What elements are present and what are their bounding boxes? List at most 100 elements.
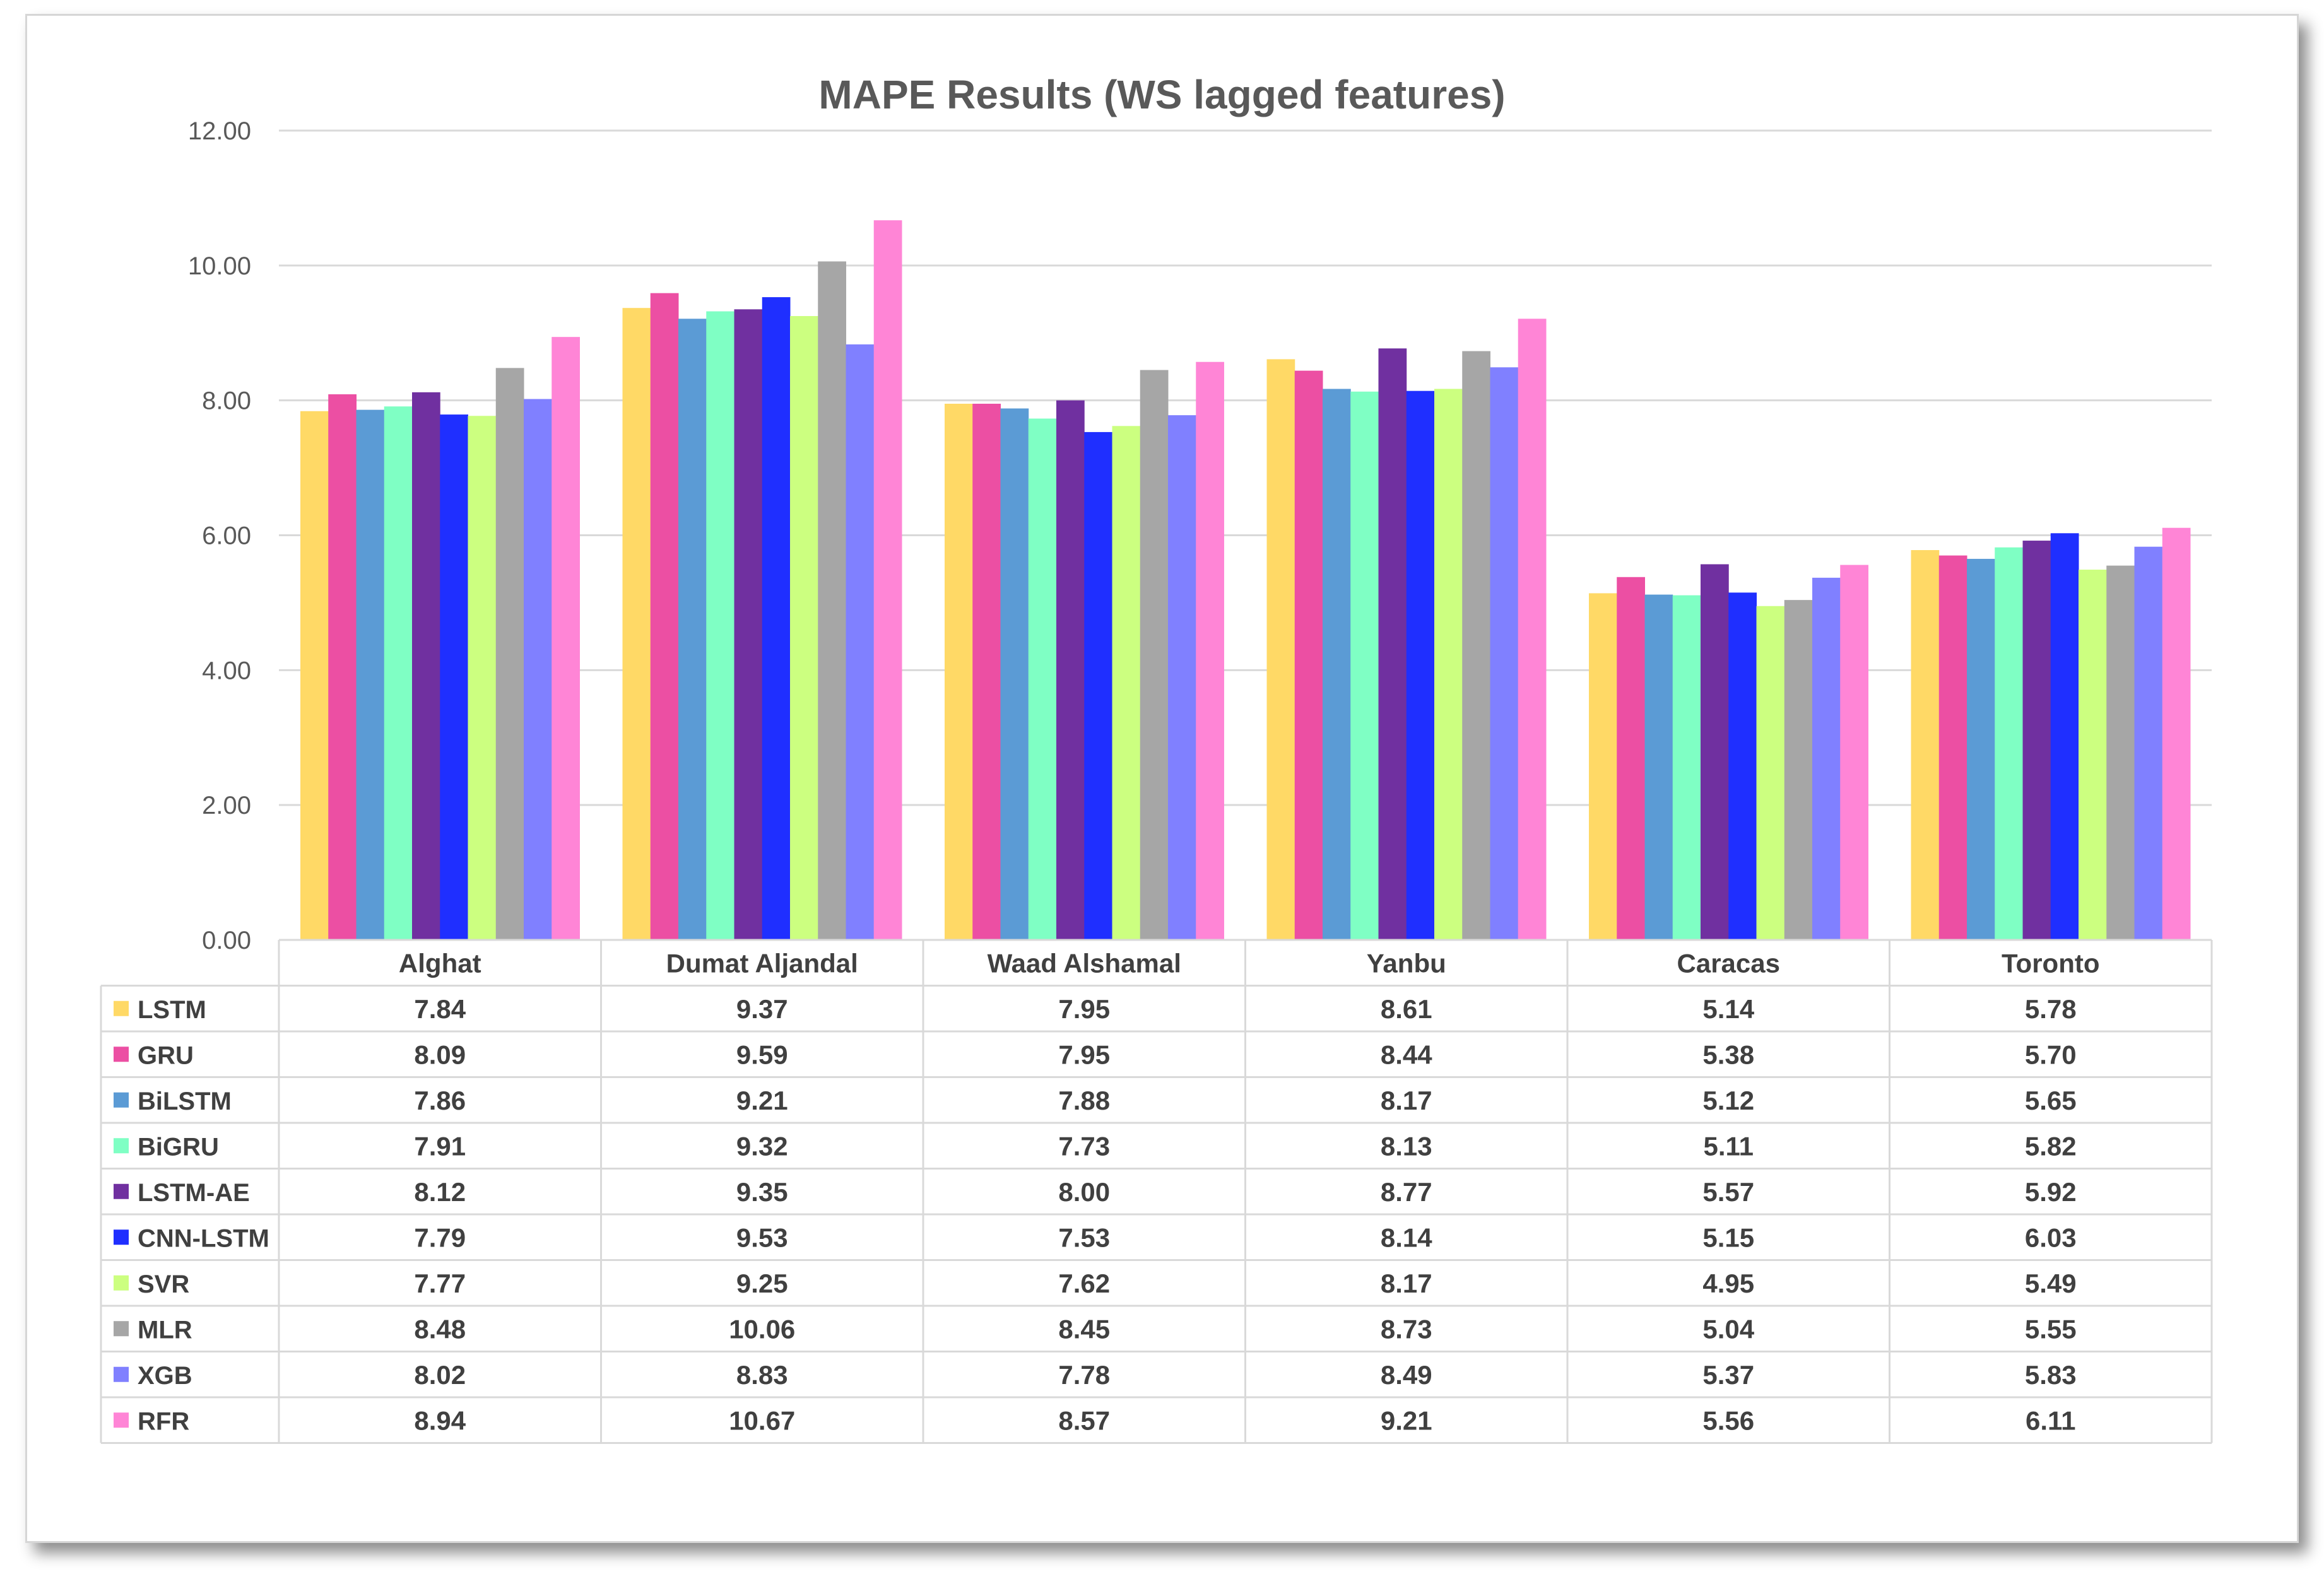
data-label: 5.56	[1702, 1405, 1754, 1435]
bar-cnn-lstm	[1728, 592, 1757, 940]
data-label: 8.94	[414, 1405, 466, 1435]
y-tick-label: 6.00	[202, 522, 251, 550]
legend-label: CNN-LSTM	[138, 1224, 269, 1252]
bar-bilstm	[1967, 558, 1995, 940]
data-label: 7.95	[1058, 1040, 1110, 1069]
bar-xgb	[2134, 546, 2163, 940]
bar-rfr	[873, 220, 902, 940]
category-label: Waad Alshamal	[988, 948, 1181, 978]
bar-bilstm	[1323, 389, 1351, 940]
data-label: 9.21	[1381, 1405, 1432, 1435]
legend-key	[114, 1275, 129, 1291]
data-label: 8.83	[736, 1360, 788, 1390]
bar-lstm	[1266, 359, 1295, 940]
bar-svr	[468, 416, 497, 940]
bar-lstm	[300, 411, 329, 940]
data-label: 8.57	[1058, 1405, 1110, 1435]
bar-bigru	[1672, 595, 1701, 940]
bar-lstm	[945, 404, 973, 940]
bar-cnn-lstm	[762, 297, 791, 940]
data-label: 5.38	[1702, 1040, 1754, 1069]
data-label: 8.61	[1381, 994, 1432, 1024]
bar-bigru	[706, 311, 734, 941]
data-label: 5.92	[2025, 1177, 2077, 1207]
bar-xgb	[1812, 577, 1841, 940]
data-label: 7.86	[414, 1086, 466, 1115]
data-label: 9.37	[736, 994, 788, 1024]
bar-cnn-lstm	[1084, 431, 1112, 940]
y-tick-label: 10.00	[188, 252, 251, 280]
bar-bigru	[1028, 418, 1057, 940]
category-label: Yanbu	[1367, 948, 1446, 978]
data-label: 8.00	[1058, 1177, 1110, 1207]
bar-lstm-ae	[1378, 348, 1407, 940]
data-label: 9.25	[736, 1269, 788, 1298]
data-label: 5.14	[1702, 994, 1754, 1024]
bar-gru	[328, 394, 357, 940]
bar-bilstm	[678, 319, 707, 940]
bar-bilstm	[1644, 594, 1673, 940]
data-label: 5.78	[2025, 994, 2077, 1024]
bar-lstm	[1911, 550, 1940, 940]
data-label: 5.65	[2025, 1086, 2077, 1115]
bar-rfr	[2162, 527, 2191, 940]
data-label: 9.35	[736, 1177, 788, 1207]
bar-lstm	[622, 308, 651, 941]
bar-gru	[1938, 555, 1967, 940]
legend-label: BiGRU	[138, 1133, 219, 1161]
category-label: Toronto	[2002, 948, 2100, 978]
data-label: 5.83	[2025, 1360, 2077, 1390]
data-label: 8.49	[1381, 1360, 1432, 1390]
bar-lstm	[1589, 593, 1617, 940]
bar-gru	[650, 293, 679, 940]
bar-mlr	[818, 261, 846, 940]
data-label: 8.44	[1381, 1040, 1432, 1069]
bar-mlr	[1462, 351, 1490, 940]
bar-gru	[1617, 577, 1645, 940]
y-tick-label: 8.00	[202, 387, 251, 415]
bar-lstm-ae	[734, 309, 763, 940]
legend-label: LSTM-AE	[138, 1179, 250, 1207]
data-label: 8.14	[1381, 1223, 1432, 1252]
legend-key	[114, 1412, 129, 1428]
bar-svr	[1756, 606, 1785, 940]
data-label: 5.57	[1702, 1177, 1754, 1207]
bar-svr	[2079, 570, 2107, 940]
data-label: 7.88	[1058, 1086, 1110, 1115]
data-label: 7.78	[1058, 1360, 1110, 1390]
data-label: 5.11	[1704, 1131, 1754, 1161]
bar-rfr	[1196, 361, 1224, 940]
bar-rfr	[1840, 565, 1868, 940]
bar-cnn-lstm	[2050, 533, 2079, 940]
bar-xgb	[1168, 415, 1196, 940]
data-label: 5.12	[1702, 1086, 1754, 1115]
data-label: 5.15	[1702, 1223, 1754, 1252]
data-label: 9.32	[736, 1131, 788, 1161]
bar-lstm-ae	[2022, 541, 2051, 940]
legend-label: MLR	[138, 1316, 192, 1344]
data-label: 9.53	[736, 1223, 788, 1252]
data-label: 5.04	[1702, 1314, 1754, 1344]
category-label: Alghat	[399, 948, 481, 978]
bar-xgb	[846, 344, 875, 940]
y-tick-label: 12.00	[188, 117, 251, 145]
bar-rfr	[1518, 319, 1547, 940]
bar-bigru	[1350, 391, 1379, 940]
bar-bilstm	[356, 409, 385, 940]
data-label: 5.37	[1702, 1360, 1754, 1390]
bar-bigru	[384, 406, 413, 940]
data-label: 7.62	[1058, 1269, 1110, 1298]
data-label: 7.53	[1058, 1223, 1110, 1252]
legend-key	[114, 1321, 129, 1337]
category-label: Dumat Aljandal	[666, 948, 858, 978]
legend-key	[114, 1229, 129, 1245]
bar-xgb	[1490, 367, 1519, 940]
legend-label: RFR	[138, 1407, 189, 1435]
bar-cnn-lstm	[1406, 390, 1435, 940]
bar-mlr	[1140, 370, 1169, 940]
data-label: 7.79	[414, 1223, 466, 1252]
data-label: 8.45	[1058, 1314, 1110, 1344]
data-label: 7.73	[1058, 1131, 1110, 1161]
data-label: 8.77	[1381, 1177, 1432, 1207]
